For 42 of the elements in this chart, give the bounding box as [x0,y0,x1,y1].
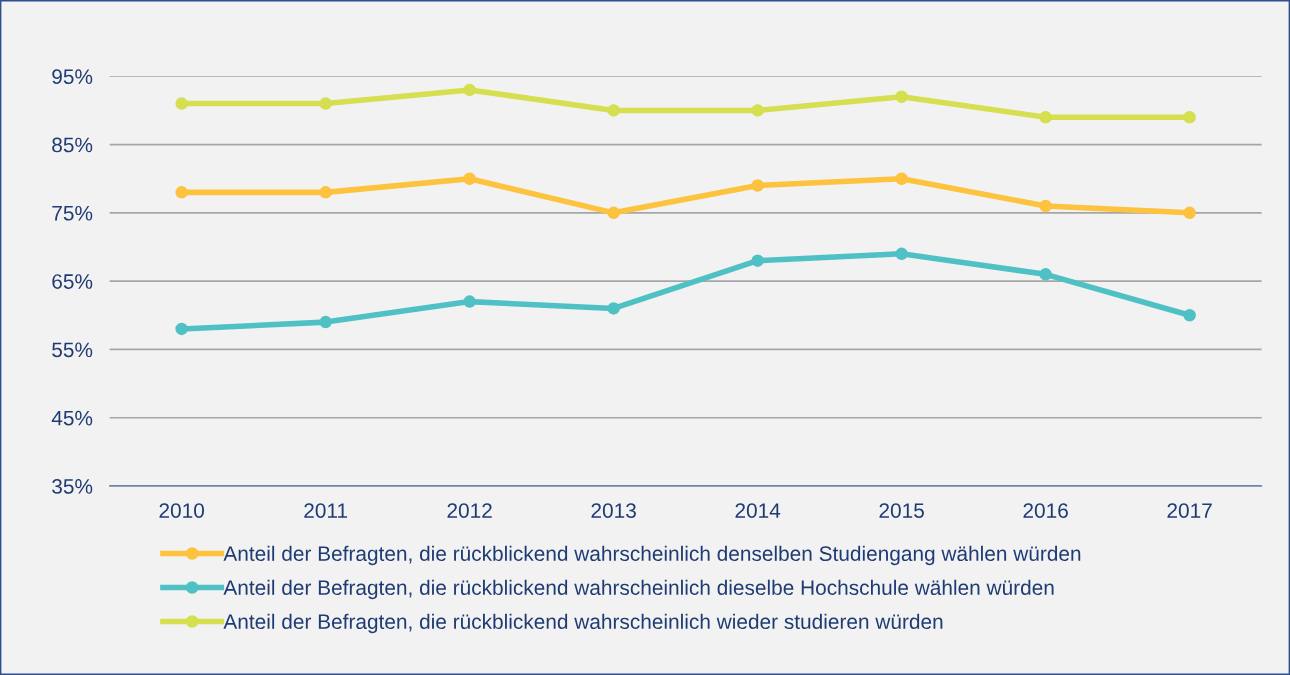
y-tick-label: 75% [52,205,93,221]
x-tick-label: 2016 [1023,503,1068,518]
y-tick-label: 65% [52,274,93,289]
point [463,295,476,308]
point [1039,268,1052,281]
legend-label: Anteil der Befragten, die rückblickend wahrscheinlich dieselbe Hochschule wählen würden [223,579,1054,600]
point [175,186,188,199]
point [751,104,764,117]
legend-label: Anteil der Befragten, die rückblickend wahrscheinlich denselben Studiengang wählen würden [223,545,1081,566]
x-tick-label: 2012 [447,503,492,518]
point [1039,110,1052,124]
point [319,97,332,110]
point [607,302,620,315]
y-tick-label: 85% [52,137,93,153]
point [1183,110,1196,124]
point [1183,206,1196,220]
point [751,179,764,192]
point [319,186,332,199]
x-tick-label: 2015 [879,503,924,518]
point [607,104,620,117]
y-tick-label: 55% [52,342,93,358]
point [175,97,188,110]
y-tick-label: 95% [52,69,93,85]
point [1039,199,1052,213]
legend-label: Anteil der Befragten, die rückblickend wahrscheinlich wieder studieren würden [223,613,943,634]
point [1183,309,1196,322]
x-tick-label: 2014 [735,503,781,518]
point [463,83,476,97]
x-tick-label: 2013 [591,503,636,518]
point [175,322,188,336]
x-tick-label: 2010 [159,503,205,518]
point [463,172,476,185]
point [607,206,620,220]
point [895,172,908,185]
y-tick-label: 35% [52,479,93,494]
x-tick-label: 2011 [304,503,348,518]
point [319,315,332,329]
x-tick-label: 2017 [1167,503,1212,518]
y-tick-label: 45% [51,410,93,426]
point [895,90,908,104]
point [751,254,764,267]
point [895,247,908,261]
